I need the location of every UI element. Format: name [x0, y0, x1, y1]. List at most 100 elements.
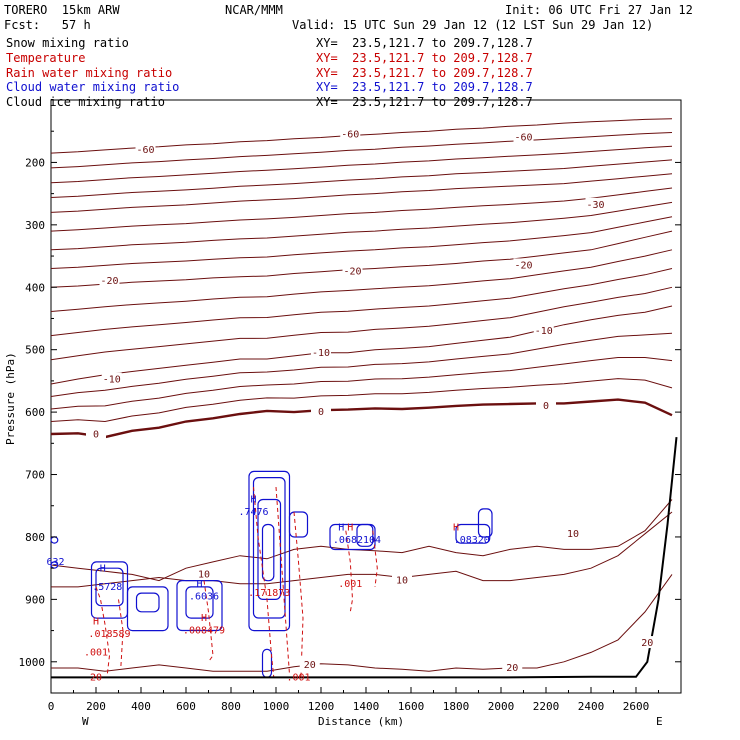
cloud-water-contour — [455, 523, 491, 544]
cloud-water-contour — [252, 477, 286, 619]
temperature-contour-m10 — [50, 305, 673, 385]
rain-water-label: .001 — [84, 648, 108, 659]
cloud-water-label: H — [100, 563, 106, 574]
forecast-hour: Fcst: 57 h — [4, 18, 91, 32]
temperature-contour-0 — [50, 398, 673, 439]
cloud-water-label: .08320 — [454, 535, 490, 546]
center-label: NCAR/MMM — [225, 3, 283, 17]
y-tick-label: 400 — [25, 281, 45, 294]
contour-label-bg — [311, 345, 331, 358]
temperature-isotherm — [50, 332, 673, 397]
field-name-temperature: Temperature — [6, 51, 86, 65]
contour-label-bg — [392, 573, 412, 586]
rain-water-label: H — [453, 523, 459, 534]
x-tick-label: 0 — [48, 700, 55, 713]
x-tick-label: 2600 — [623, 700, 650, 713]
temperature-contour-label: -20 — [100, 276, 118, 287]
field-xy-cloud-water: XY= 23.5,121.7 to 209.7,128.7 — [316, 80, 533, 94]
field-xy-snow: XY= 23.5,121.7 to 209.7,128.7 — [316, 36, 533, 50]
temperature-contour-label: -10 — [103, 375, 121, 386]
contour-label-bg — [342, 264, 363, 277]
contour-label-bg — [585, 197, 606, 210]
contour-label-bg — [513, 130, 534, 143]
cloud-water-label: .5728 — [92, 582, 122, 593]
temperature-contour-label: 0 — [543, 401, 549, 412]
field-name-cloud-water: Cloud water mixing ratio — [6, 80, 180, 94]
contour-label-bg — [311, 405, 331, 418]
temperature-isotherm — [50, 201, 673, 251]
temperature-contour-label: -20 — [514, 260, 532, 271]
model-title: TORERO 15km ARW — [4, 3, 120, 17]
temperature-isotherm — [50, 357, 673, 410]
rain-water-contour — [345, 530, 354, 612]
x-tick-label: 1200 — [308, 700, 335, 713]
cloud-water-contour — [329, 523, 376, 551]
cloud-water-contour — [50, 561, 59, 569]
temperature-contour-label: 0 — [93, 430, 99, 441]
x-tick-label: 1600 — [398, 700, 425, 713]
cloud-water-label: H — [196, 579, 202, 590]
contour-label-bg — [536, 398, 556, 411]
init-time: Init: 06 UTC Fri 27 Jan 12 — [505, 3, 693, 17]
contour-label-bg — [502, 661, 523, 674]
temperature-contour-label: 0 — [318, 407, 324, 418]
field-xy-cloud-ice: XY= 23.5,121.7 to 209.7,128.7 — [316, 95, 533, 109]
x-tick-label: 600 — [176, 700, 196, 713]
field-name-cloud-ice: Cloud ice mixing ratio — [6, 95, 165, 109]
temperature-isotherm — [50, 145, 673, 184]
temperature-isotherm — [50, 187, 673, 232]
x-tick-label: 400 — [131, 700, 151, 713]
x-tick-label: 1400 — [353, 700, 380, 713]
terrain-surface — [51, 436, 678, 679]
contour-label-bg — [513, 258, 534, 271]
field-name-rain: Rain water mixing ratio — [6, 66, 173, 80]
temperature-contour-label: -60 — [341, 129, 359, 140]
rain-water-label: .001 — [338, 579, 362, 590]
rain-water-label: H — [93, 616, 99, 627]
field-xy-temperature: XY= 23.5,121.7 to 209.7,128.7 — [316, 51, 533, 65]
contour-label-bg — [86, 427, 106, 440]
rain-water-contour — [203, 580, 214, 663]
temperature-contour-label: -30 — [586, 200, 604, 211]
contour-label-bg — [533, 323, 554, 336]
cloud-water-label: .7476 — [238, 507, 268, 518]
field-xy-rain: XY= 23.5,121.7 to 209.7,128.7 — [316, 66, 533, 80]
rain-water-label: 20 — [90, 673, 102, 684]
temperature-isotherm — [50, 216, 673, 269]
temperature-contour-m30 — [50, 173, 673, 213]
cloud-water-label: .6036 — [189, 591, 219, 602]
endpoint-east: E — [656, 715, 663, 728]
rain-water-contour — [253, 486, 275, 678]
cloud-water-contour — [185, 586, 214, 619]
y-tick-label: 1000 — [19, 656, 46, 669]
temperature-contour-label: 20 — [304, 660, 316, 671]
rain-water-label: .001 — [286, 673, 310, 684]
temperature-isotherm — [50, 268, 673, 337]
contour-label-bg — [135, 142, 156, 155]
plot-frame — [50, 99, 682, 694]
x-axis-title: Distance (km) — [318, 715, 404, 728]
cloud-water-contour — [261, 523, 275, 582]
y-tick-label: 300 — [25, 219, 45, 232]
rain-water-contour — [275, 486, 290, 675]
cloud-water-label: H — [250, 495, 256, 506]
cloud-water-contour — [248, 470, 291, 632]
rain-water-label: .008479 — [183, 626, 225, 637]
cloud-water-label: .0682104 — [333, 535, 381, 546]
y-tick-label: 900 — [25, 593, 45, 606]
y-tick-label: 800 — [25, 531, 45, 544]
cloud-water-contour — [288, 511, 309, 538]
y-axis-title: Pressure (hPa) — [4, 352, 17, 445]
y-tick-label: 700 — [25, 469, 45, 482]
temperature-contour-warm — [51, 511, 673, 588]
contour-label-bg — [99, 274, 120, 287]
temperature-contour-label: 10 — [198, 569, 210, 580]
temperature-contour-m20 — [50, 230, 673, 288]
cloud-water-contour — [135, 592, 160, 613]
cloud-water-contour — [356, 523, 374, 547]
rain-water-contour — [118, 599, 124, 669]
temperature-isotherm — [50, 249, 673, 312]
x-tick-label: 2200 — [533, 700, 560, 713]
cloud-water-contour — [50, 536, 59, 544]
